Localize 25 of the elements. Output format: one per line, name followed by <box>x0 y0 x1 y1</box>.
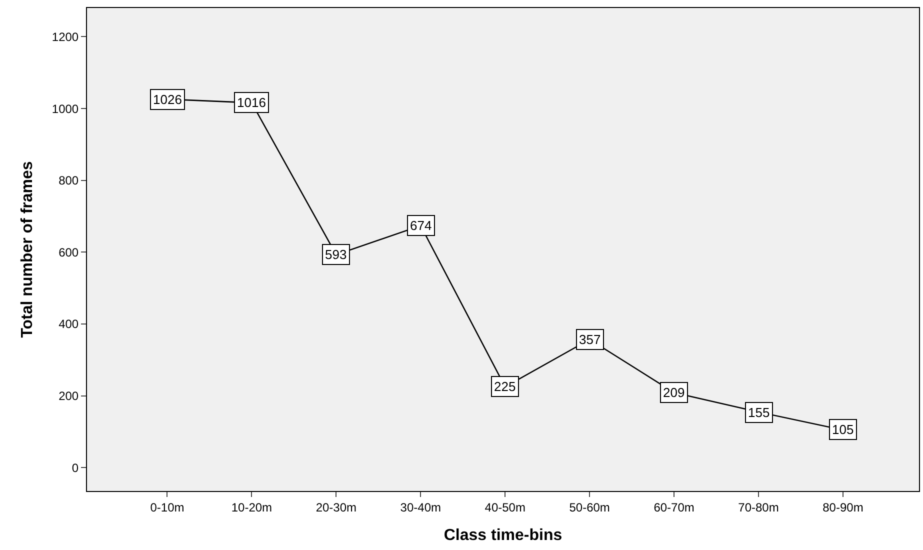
x-tick-label: 10-20m <box>231 500 272 514</box>
x-tick-label: 80-90m <box>822 500 864 514</box>
x-tick-label: 0-10m <box>150 500 184 514</box>
y-axis-title: Total number of frames <box>18 161 36 338</box>
x-tick-label: 70-80m <box>738 500 779 514</box>
y-tick-label: 1200 <box>52 30 79 44</box>
data-label: 357 <box>579 332 601 347</box>
data-label: 225 <box>494 379 516 394</box>
x-tick-label: 60-70m <box>654 500 694 514</box>
x-axis-title: Class time-bins <box>444 527 562 544</box>
y-tick-label: 800 <box>58 174 79 188</box>
x-tick-label: 20-30m <box>316 500 357 514</box>
y-tick-label: 400 <box>58 317 79 332</box>
x-tick-label: 50-60m <box>569 500 610 514</box>
data-label: 674 <box>410 218 432 233</box>
y-tick-label: 1000 <box>52 102 79 116</box>
data-label: 593 <box>325 247 347 262</box>
data-label: 209 <box>663 385 685 400</box>
y-tick-label: 200 <box>58 389 79 404</box>
data-label: 155 <box>748 405 770 420</box>
x-tick-label: 40-50m <box>484 500 526 514</box>
data-label: 105 <box>832 422 854 437</box>
y-tick-label: 600 <box>58 245 79 260</box>
x-tick-label: 30-40m <box>400 500 441 514</box>
y-tick-label: 0 <box>72 460 79 475</box>
